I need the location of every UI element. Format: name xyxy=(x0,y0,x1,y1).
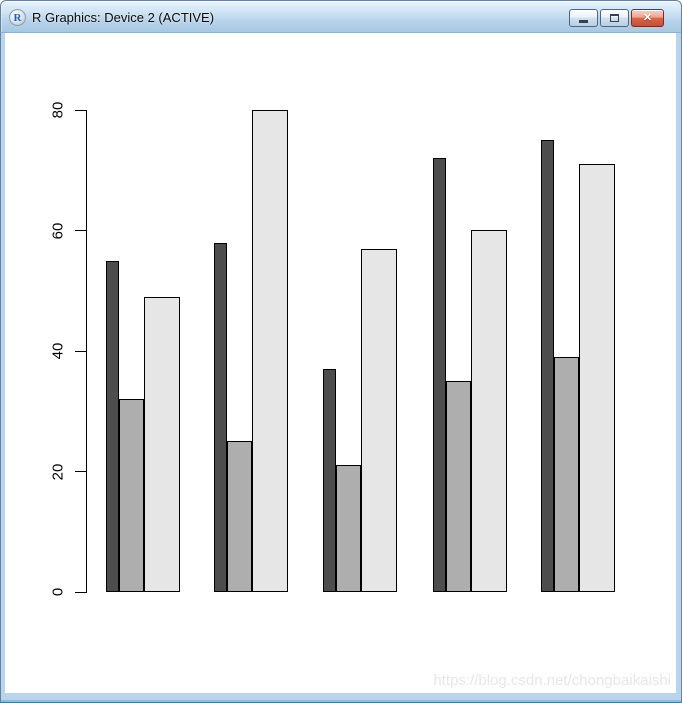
y-axis-tick xyxy=(75,109,87,111)
bar-group3-series-3-light-gray xyxy=(361,249,397,592)
bar-group3-series-2-medium-gray xyxy=(336,465,361,592)
y-axis-tick-label: 60 xyxy=(49,222,67,239)
minimize-icon xyxy=(579,20,588,23)
bar-group5-series-3-light-gray xyxy=(579,164,615,592)
bar-group2-series-3-light-gray xyxy=(252,110,288,592)
bar-group4-series-3-light-gray xyxy=(471,230,507,592)
y-axis-tick xyxy=(75,350,87,352)
y-axis-tick-label: 80 xyxy=(49,101,67,119)
bar-group2-series-2-medium-gray xyxy=(227,441,252,592)
bar-group5-series-2-medium-gray xyxy=(554,357,579,592)
bar-group5-series-1-dark-gray xyxy=(541,140,554,592)
bar-group2-series-1-dark-gray xyxy=(214,243,227,592)
close-icon: ✕ xyxy=(642,12,653,24)
bar-group4-series-1-dark-gray xyxy=(433,158,446,592)
title-bar[interactable]: R R Graphics: Device 2 (ACTIVE) ✕ xyxy=(0,0,682,33)
bar-group3-series-1-dark-gray xyxy=(323,369,336,592)
bar-group1-series-2-medium-gray xyxy=(119,399,144,592)
maximize-button[interactable] xyxy=(600,9,629,27)
window-title: R Graphics: Device 2 (ACTIVE) xyxy=(32,10,215,25)
y-axis-tick xyxy=(75,230,87,231)
minimize-button[interactable] xyxy=(569,9,598,27)
watermark-url: https://blog.csdn.net/chongbaikaishi xyxy=(433,672,671,689)
bar-group1-series-1-dark-gray xyxy=(106,261,119,592)
y-axis-tick xyxy=(75,471,87,472)
close-button[interactable]: ✕ xyxy=(631,9,664,27)
y-axis-tick-label: 0 xyxy=(49,587,67,597)
y-axis-tick xyxy=(75,591,87,593)
y-axis-tick-label: 20 xyxy=(49,463,67,480)
window-controls: ✕ xyxy=(567,9,664,27)
bar-group1-series-3-light-gray xyxy=(144,297,180,592)
maximize-icon xyxy=(610,14,619,22)
r-logo-icon: R xyxy=(9,9,26,26)
r-logo-letter: R xyxy=(13,11,22,24)
bar-group4-series-2-medium-gray xyxy=(446,381,471,592)
y-axis-line xyxy=(86,110,87,593)
y-axis-tick-label: 40 xyxy=(49,342,67,360)
